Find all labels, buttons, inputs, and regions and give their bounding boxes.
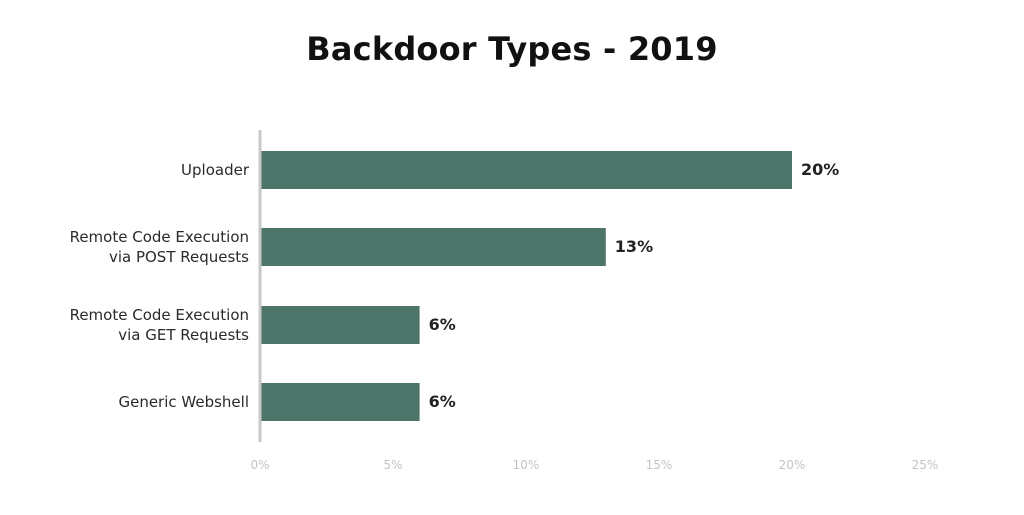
bar-3 xyxy=(261,383,420,421)
x-tick-label-2: 10% xyxy=(513,458,540,472)
bar-0 xyxy=(261,151,792,189)
chart-title: Backdoor Types - 2019 xyxy=(306,30,718,68)
value-labels: 20% 13% 6% 6% xyxy=(429,160,840,411)
bar-2 xyxy=(261,306,420,344)
x-tick-label-0: 0% xyxy=(250,458,269,472)
x-tick-label-5: 25% xyxy=(912,458,939,472)
category-label-1-1: via POST Requests xyxy=(109,248,249,266)
bars-layer xyxy=(261,151,792,421)
category-label-0-0: Uploader xyxy=(181,161,250,179)
x-tick-label-3: 15% xyxy=(646,458,673,472)
x-axis-ticks: 0% 5% 10% 15% 20% 25% xyxy=(250,458,938,472)
value-label-0: 20% xyxy=(801,160,839,179)
value-label-2: 6% xyxy=(429,315,456,334)
category-label-3-0: Generic Webshell xyxy=(118,393,249,411)
x-tick-label-1: 5% xyxy=(383,458,402,472)
value-label-1: 13% xyxy=(615,237,653,256)
bar-1 xyxy=(261,228,606,266)
category-label-1-0: Remote Code Execution xyxy=(70,228,249,246)
category-label-2-0: Remote Code Execution xyxy=(70,306,249,324)
category-label-2-1: via GET Requests xyxy=(118,326,249,344)
value-label-3: 6% xyxy=(429,392,456,411)
x-tick-label-4: 20% xyxy=(779,458,806,472)
category-labels: Uploader Remote Code Execution via POST Re… xyxy=(70,161,250,411)
